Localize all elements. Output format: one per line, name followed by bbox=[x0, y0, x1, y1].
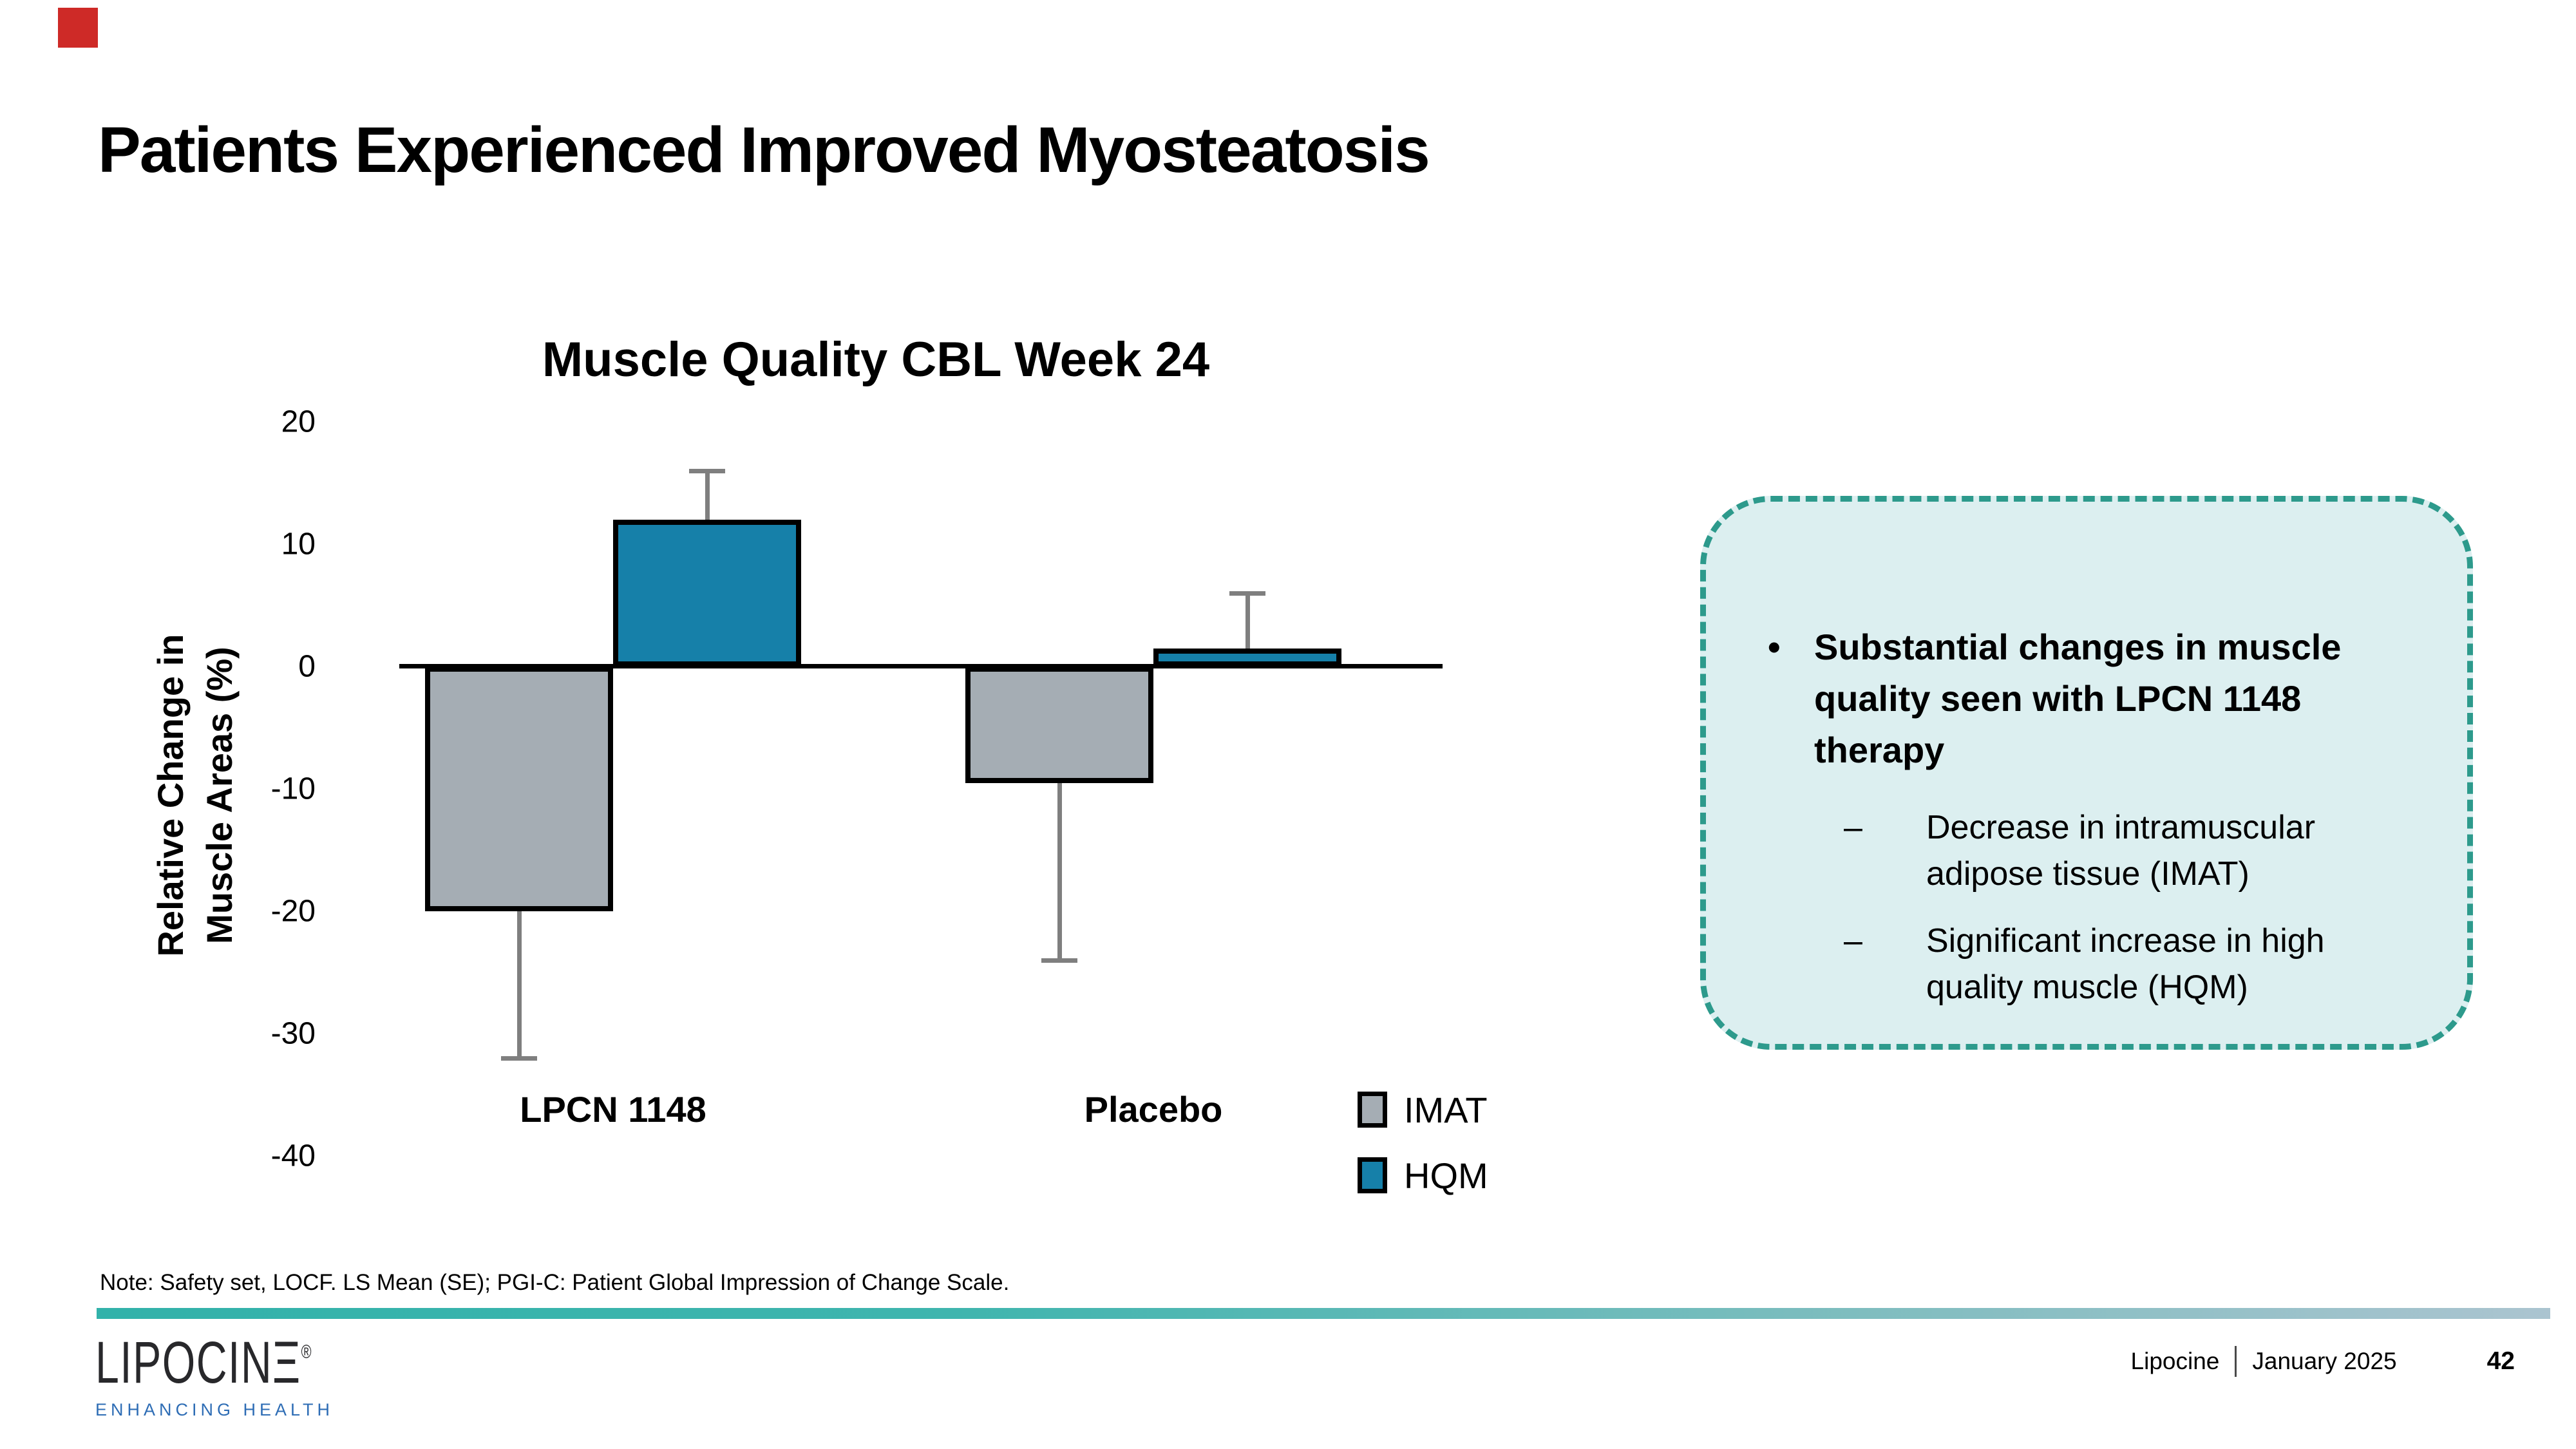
sub-bullet: – Significant increase in high quality mu… bbox=[1844, 918, 2417, 1010]
logo-tagline: ENHANCING HEALTH bbox=[95, 1400, 334, 1419]
footer-date: January 2025 bbox=[2252, 1348, 2397, 1374]
error-bar-cap bbox=[1229, 591, 1265, 596]
page-number: 42 bbox=[2486, 1347, 2515, 1375]
sub-bullet-marker: – bbox=[1844, 809, 1862, 846]
registered-mark: ® bbox=[301, 1341, 312, 1363]
y-tick-label: -10 bbox=[270, 772, 316, 806]
legend-swatch-hqm bbox=[1358, 1157, 1387, 1193]
legend-item-imat: IMAT bbox=[1358, 1087, 1488, 1132]
footer-company: Lipocine bbox=[2130, 1348, 2220, 1374]
footer: Lipocine January 2025 42 bbox=[2131, 1346, 2515, 1377]
bar-imat-lpcn-1148 bbox=[425, 667, 613, 911]
category-label-lpcn-1148: LPCN 1148 bbox=[520, 1089, 706, 1130]
sub-bullet-marker: – bbox=[1844, 922, 1862, 960]
logo-last-letter: Ξ bbox=[272, 1330, 301, 1396]
error-bar-cap bbox=[1041, 958, 1077, 963]
callout-box: • Substantial changes in muscle quality … bbox=[1700, 496, 2473, 1050]
y-tick-label: 10 bbox=[281, 527, 316, 562]
bar-hqm-lpcn-1148 bbox=[613, 520, 801, 667]
chart-legend: IMAT HQM bbox=[1358, 1087, 1488, 1218]
category-label-placebo: Placebo bbox=[1084, 1089, 1223, 1130]
bullet-point: • Substantial changes in muscle quality … bbox=[1768, 621, 2417, 776]
y-tick-label: 20 bbox=[281, 404, 316, 439]
bullet-marker: • bbox=[1768, 627, 1781, 667]
sub-bullet-text: Decrease in intramuscular adipose tissue… bbox=[1926, 809, 2316, 893]
legend-swatch-imat bbox=[1358, 1092, 1387, 1128]
sub-bullets: – Decrease in intramuscular adipose tissu… bbox=[1768, 804, 2417, 1010]
chart-title: Muscle Quality CBL Week 24 bbox=[542, 332, 1210, 387]
logo-text: LIPOCIN bbox=[95, 1330, 273, 1396]
note-text: Note: Safety set, LOCF. LS Mean (SE); PG… bbox=[100, 1270, 1010, 1295]
error-bar bbox=[517, 911, 522, 1058]
y-axis-title-line1: Relative Change in bbox=[150, 634, 191, 957]
logo-wordmark: LIPOCINΞ® bbox=[95, 1321, 312, 1394]
bullet-text: Substantial changes in muscle quality se… bbox=[1814, 627, 2342, 770]
bar-imat-placebo bbox=[965, 667, 1153, 783]
legend-label: HQM bbox=[1404, 1155, 1488, 1196]
footer-separator bbox=[2235, 1346, 2237, 1377]
page-title: Patients Experienced Improved Myosteatos… bbox=[98, 114, 1430, 186]
error-bar bbox=[1057, 782, 1062, 960]
y-tick-label: -40 bbox=[270, 1139, 316, 1173]
y-tick-label: -20 bbox=[270, 894, 316, 929]
zero-axis-line bbox=[399, 664, 1443, 668]
legend-label: IMAT bbox=[1404, 1089, 1488, 1130]
error-bar bbox=[705, 471, 710, 520]
legend-item-hqm: HQM bbox=[1358, 1153, 1488, 1198]
error-bar-cap bbox=[501, 1056, 537, 1061]
sub-bullet: – Decrease in intramuscular adipose tissu… bbox=[1844, 804, 2417, 897]
error-bar-cap bbox=[689, 469, 725, 473]
red-accent-bar bbox=[58, 8, 98, 48]
divider-line bbox=[97, 1308, 2550, 1319]
error-bar bbox=[1245, 593, 1250, 649]
sub-bullet-text: Significant increase in high quality mus… bbox=[1926, 922, 2325, 1006]
y-tick-label: 0 bbox=[298, 649, 316, 684]
lipocine-logo: LIPOCINΞ® ENHANCING HEALTH bbox=[95, 1321, 395, 1420]
y-tick-label: -30 bbox=[270, 1016, 316, 1051]
